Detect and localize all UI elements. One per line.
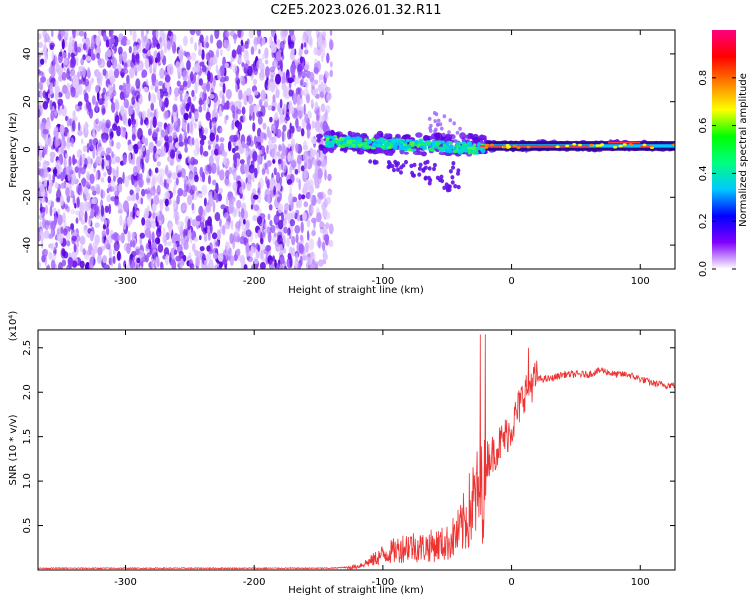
snr-y-multiplier: (x10⁴) (8, 311, 19, 342)
figure-title: C2E5.2023.026.01.32.R11 (270, 3, 441, 18)
spectrogram-xtick-label: 100 (631, 276, 650, 287)
snr-series-line (38, 334, 675, 570)
colorbar-tick-label: 0.0 (698, 261, 709, 277)
snr-xtick-label: 0 (508, 577, 514, 588)
snr-ytick-label: 1.5 (22, 429, 33, 445)
snr-ytick-label: 2.5 (22, 340, 33, 356)
spectrogram-ytick-label: 0 (22, 146, 33, 152)
snr-ytick-label: 1.0 (22, 473, 33, 489)
colorbar-tick-label: 0.6 (698, 118, 709, 134)
spectrogram-ylabel: Frequency (Hz) (8, 112, 19, 188)
spectrogram-xtick-label: 0 (508, 276, 514, 287)
snr-ytick-label: 2.0 (22, 384, 33, 400)
spectrogram-xlabel: Height of straight line (km) (288, 285, 424, 296)
snr-xtick-label: -200 (243, 577, 266, 588)
snr-xtick-label: -100 (372, 577, 395, 588)
snr-panel: -300 -200 -100 0 100 0.5 1.0 1.5 2.0 2.5 Height … (8, 311, 676, 596)
colorbar-tick-label: 0.2 (698, 213, 709, 229)
snr-xtick-label: 100 (631, 577, 650, 588)
colorbar-tick-label: 0.8 (698, 70, 709, 86)
colorbar-label: Normalized spectral amplitude (738, 73, 749, 227)
colorbar-gradient (712, 30, 736, 269)
spectrogram-xtick-label: -100 (372, 276, 395, 287)
snr-xlabel: Height of straight line (km) (288, 585, 424, 596)
spectrogram-ytick-label: -40 (22, 237, 33, 253)
snr-ylabel: SNR (10 * v/v) (8, 414, 19, 485)
snr-ytick-label: 0.5 (22, 518, 33, 534)
snr-frame (37, 329, 676, 571)
colorbar-tick-label: 0.4 (698, 165, 709, 181)
spectrogram-ytick-label: 20 (22, 95, 33, 108)
spectrogram-xtick-label: -300 (114, 276, 137, 287)
spectrogram-image (38, 30, 675, 269)
spectrogram-xtick-label: -200 (243, 276, 266, 287)
snr-xtick-label: -300 (114, 577, 137, 588)
spectrogram-ytick-label: 40 (22, 48, 33, 61)
colorbar: 0.0 0.2 0.4 0.6 0.8 Normalized spectral ampl… (698, 30, 749, 277)
spectrogram-ytick-label: -20 (22, 189, 33, 205)
